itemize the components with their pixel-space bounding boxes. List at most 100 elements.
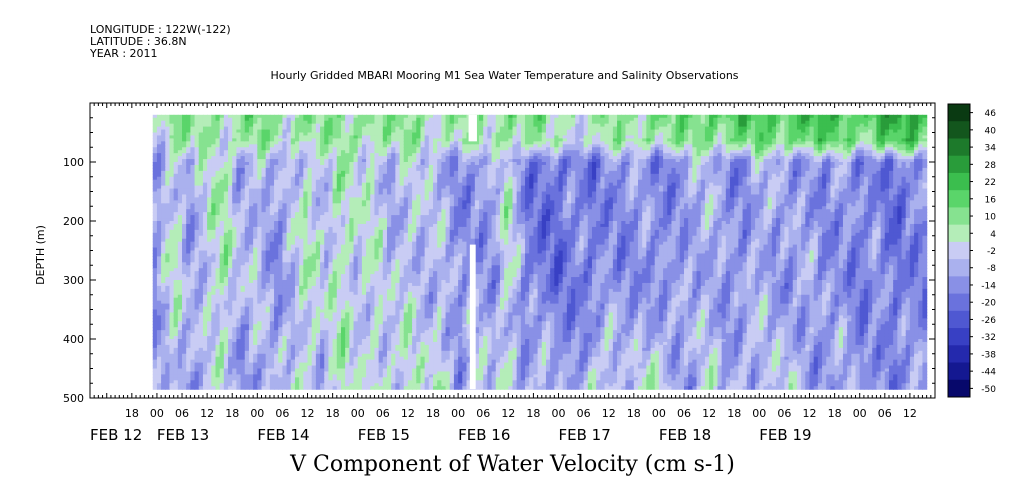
heatmap-cell xyxy=(253,282,258,287)
heatmap-cell xyxy=(198,312,204,316)
heatmap-cell xyxy=(219,315,225,319)
heatmap-cell xyxy=(299,380,304,384)
heatmap-cell xyxy=(261,280,267,284)
heatmap-cell xyxy=(173,170,179,175)
heatmap-cell xyxy=(307,268,313,272)
heatmap-cell xyxy=(198,218,204,222)
heatmap-cell xyxy=(269,294,275,299)
heatmap-cell xyxy=(211,117,217,122)
heatmap-cell xyxy=(286,339,292,343)
heatmap-cell xyxy=(240,126,246,131)
heatmap-cell xyxy=(156,221,162,225)
heatmap-cell xyxy=(261,164,267,169)
heatmap-cell xyxy=(169,238,175,243)
heatmap-cell xyxy=(152,359,158,364)
heatmap-cell xyxy=(286,153,292,157)
heatmap-cell xyxy=(177,333,183,337)
heatmap-cell xyxy=(299,117,304,122)
heatmap-cell xyxy=(278,123,284,128)
heatmap-cell xyxy=(303,259,309,263)
heatmap-cell xyxy=(232,241,238,246)
heatmap-cell xyxy=(299,341,304,346)
heatmap-cell xyxy=(194,262,200,266)
heatmap-cell xyxy=(307,235,313,240)
heatmap-cell xyxy=(345,300,350,305)
heatmap-cell xyxy=(232,156,238,160)
heatmap-cell xyxy=(290,350,296,355)
heatmap-cell xyxy=(228,365,233,370)
heatmap-cell xyxy=(177,386,183,390)
heatmap-cell xyxy=(223,162,229,166)
heatmap-cell xyxy=(156,327,162,331)
heatmap-cell xyxy=(202,176,208,181)
heatmap-cell xyxy=(265,120,271,125)
heatmap-cell xyxy=(253,212,258,216)
heatmap-cell xyxy=(353,303,359,308)
heatmap-cell xyxy=(223,238,229,243)
heatmap-cell xyxy=(282,203,288,207)
heatmap-cell xyxy=(228,126,233,131)
heatmap-cell xyxy=(182,182,187,187)
heatmap-cell xyxy=(169,303,175,308)
heatmap-cell xyxy=(294,291,300,296)
heatmap-cell xyxy=(336,223,342,228)
heatmap-cell xyxy=(353,339,359,343)
heatmap-cell xyxy=(278,141,284,145)
heatmap-cell xyxy=(169,162,175,166)
heatmap-cell xyxy=(219,259,225,263)
heatmap-cell xyxy=(240,336,246,340)
heatmap-cell xyxy=(169,282,175,287)
heatmap-cell xyxy=(303,241,309,246)
heatmap-cell xyxy=(152,309,158,314)
heatmap-cell xyxy=(194,141,200,145)
heatmap-cell xyxy=(161,120,166,125)
heatmap-cell xyxy=(320,188,325,193)
heatmap-cell xyxy=(290,241,296,246)
heatmap-cell xyxy=(219,318,225,322)
heatmap-cell xyxy=(274,126,279,131)
heatmap-cell xyxy=(165,321,171,325)
heatmap-cell xyxy=(240,114,246,119)
heatmap-cell xyxy=(253,377,258,381)
heatmap-cell xyxy=(274,156,279,160)
heatmap-cell xyxy=(303,327,309,331)
heatmap-cell xyxy=(315,333,321,337)
heatmap-cell xyxy=(215,144,221,148)
heatmap-cell xyxy=(152,344,158,349)
heatmap-cell xyxy=(240,327,246,331)
heatmap-cell xyxy=(244,120,250,125)
heatmap-cell xyxy=(303,271,309,275)
heatmap-cell xyxy=(248,362,254,367)
heatmap-cell xyxy=(186,117,191,122)
heatmap-cell xyxy=(278,253,284,257)
heatmap-cell xyxy=(328,120,334,125)
heatmap-cell xyxy=(232,291,238,296)
heatmap-cell xyxy=(194,235,200,240)
heatmap-cell xyxy=(290,167,296,172)
heatmap-cell xyxy=(299,359,304,364)
heatmap-cell xyxy=(244,383,250,387)
heatmap-cell xyxy=(156,159,162,163)
heatmap-cell xyxy=(336,253,342,257)
heatmap-cell xyxy=(307,164,313,169)
heatmap-cell xyxy=(211,120,217,125)
heatmap-cell xyxy=(332,144,338,148)
heatmap-cell xyxy=(320,203,325,207)
heatmap-cell xyxy=(336,250,342,255)
heatmap-cell xyxy=(173,185,179,190)
heatmap-cell xyxy=(232,268,238,272)
heatmap-cell xyxy=(315,159,321,163)
heatmap-cell xyxy=(257,126,263,131)
heatmap-cell xyxy=(232,274,238,278)
heatmap-cell xyxy=(182,218,187,222)
heatmap-cell xyxy=(253,259,258,263)
heatmap-cell xyxy=(311,129,317,134)
heatmap-cell xyxy=(211,303,217,308)
heatmap-cell xyxy=(340,280,346,284)
heatmap-cell xyxy=(345,280,350,284)
heatmap-cell xyxy=(261,197,267,201)
heatmap-cell xyxy=(207,164,212,169)
heatmap-cell xyxy=(194,336,200,340)
heatmap-cell xyxy=(207,209,212,213)
heatmap-cell xyxy=(269,383,275,387)
